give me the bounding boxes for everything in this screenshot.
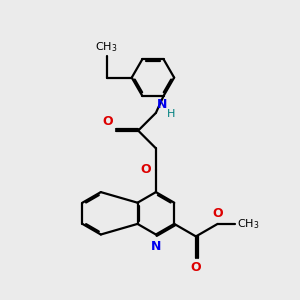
Text: CH$_3$: CH$_3$ — [95, 40, 118, 54]
Text: N: N — [151, 240, 161, 253]
Text: O: O — [102, 115, 113, 128]
Text: N: N — [158, 98, 168, 111]
Text: H: H — [167, 110, 176, 119]
Text: O: O — [140, 163, 151, 176]
Text: O: O — [190, 261, 201, 274]
Text: O: O — [212, 207, 223, 220]
Text: CH$_3$: CH$_3$ — [237, 217, 259, 231]
